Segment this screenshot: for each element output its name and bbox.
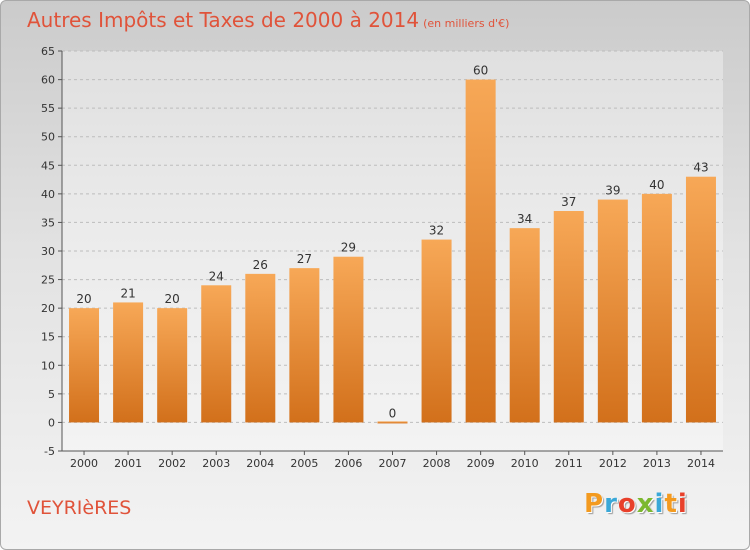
data-label: 27: [297, 252, 312, 266]
y-tick-label: 30: [41, 245, 55, 258]
x-tick-label: 2004: [246, 457, 274, 470]
bar: [157, 308, 188, 423]
bar: [597, 199, 628, 423]
y-tick-label: 5: [48, 388, 55, 401]
x-tick-label: 2002: [158, 457, 186, 470]
x-tick-label: 2005: [290, 457, 318, 470]
y-tick-label: 55: [41, 102, 55, 115]
data-label: 32: [429, 224, 444, 238]
data-label: 21: [120, 286, 135, 300]
data-label: 29: [341, 241, 356, 255]
data-label: 43: [693, 161, 708, 175]
bar: [289, 268, 320, 423]
data-label: 20: [165, 292, 180, 306]
logo-letter: x: [636, 489, 655, 519]
data-label: 26: [253, 258, 268, 272]
bar: [421, 239, 452, 423]
x-tick-label: 2000: [70, 457, 98, 470]
x-tick-label: 2003: [202, 457, 230, 470]
y-tick-label: 10: [41, 359, 55, 372]
logo-letter: P: [584, 489, 605, 519]
chart-title-text: Autres Impôts et Taxes de 2000 à 2014: [27, 8, 420, 32]
bar: [553, 211, 584, 423]
bar: [377, 421, 408, 424]
data-label: 37: [561, 195, 576, 209]
logo-letter: o: [617, 489, 637, 519]
x-tick-label: 2007: [379, 457, 407, 470]
y-tick-label: 20: [41, 302, 55, 315]
bar: [69, 308, 100, 423]
bar: [685, 176, 716, 423]
proxiti-logo: Proxiti: [584, 489, 688, 519]
bar: [333, 256, 364, 423]
data-label: 34: [517, 212, 532, 226]
logo-letter: r: [604, 489, 618, 519]
data-label: 20: [76, 292, 91, 306]
x-tick-label: 2014: [687, 457, 715, 470]
x-tick-label: 2008: [423, 457, 451, 470]
y-tick-label: 65: [41, 45, 55, 58]
logo-letter: t: [664, 489, 678, 519]
y-tick-label: 15: [41, 331, 55, 344]
x-tick-label: 2009: [467, 457, 495, 470]
bar: [509, 228, 540, 423]
bar: [201, 285, 232, 423]
chart-unit: (en milliers d'€): [423, 17, 510, 30]
x-tick-label: 2013: [643, 457, 671, 470]
x-tick-label: 2011: [555, 457, 583, 470]
bar: [641, 193, 672, 423]
y-tick-label: 0: [48, 416, 55, 429]
logo-letter: i: [677, 489, 688, 519]
data-label: 24: [209, 269, 224, 283]
y-tick-label: 40: [41, 188, 55, 201]
data-label: 39: [605, 184, 620, 198]
y-tick-label: 35: [41, 216, 55, 229]
x-tick-label: 2010: [511, 457, 539, 470]
chart-title: Autres Impôts et Taxes de 2000 à 2014 (en…: [27, 8, 509, 32]
y-tick-label: 45: [41, 159, 55, 172]
data-label: 0: [389, 406, 397, 420]
data-label: 60: [473, 64, 488, 78]
data-label: 40: [649, 178, 664, 192]
y-tick-label: 60: [41, 74, 55, 87]
commune-name: VEYRIèRES: [27, 497, 132, 519]
bar: [113, 302, 144, 423]
y-tick-label: -5: [44, 445, 55, 458]
bar: [245, 273, 276, 423]
logo-letter: i: [654, 489, 665, 519]
x-tick-label: 2006: [334, 457, 362, 470]
y-tick-label: 50: [41, 131, 55, 144]
bar: [465, 79, 496, 423]
x-tick-label: 2012: [599, 457, 627, 470]
y-tick-label: 25: [41, 274, 55, 287]
x-tick-label: 2001: [114, 457, 142, 470]
